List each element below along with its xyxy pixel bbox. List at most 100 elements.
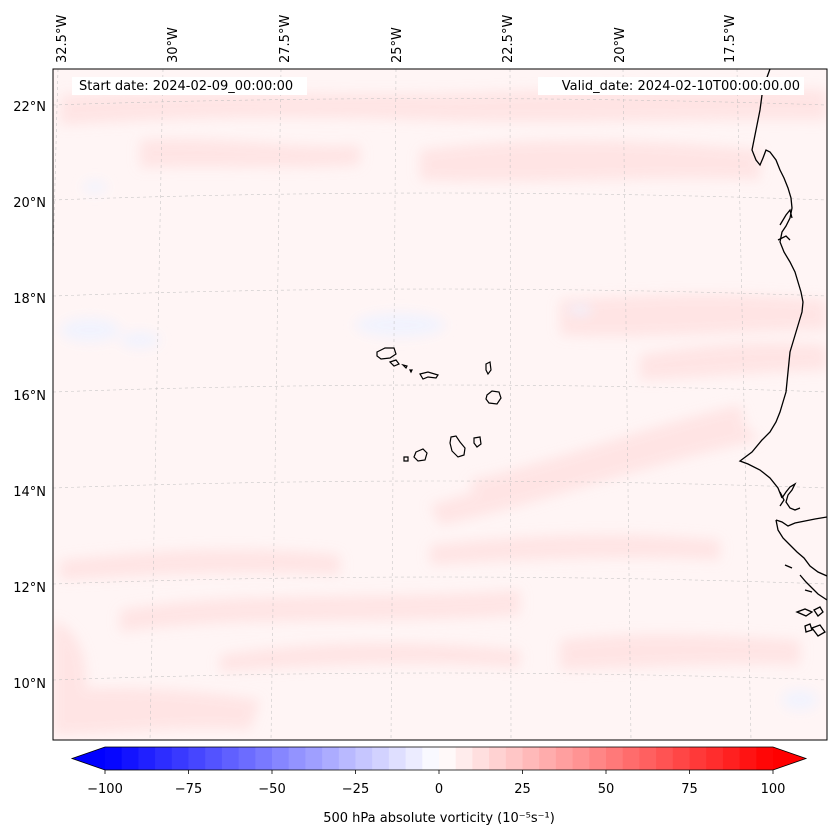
- island-brava: [403, 456, 409, 462]
- graticule-lines: [53, 69, 827, 740]
- colorbar-tick-label: −100: [87, 782, 123, 797]
- colorbar-segment: [105, 747, 123, 770]
- colorbar-segment: [322, 747, 340, 770]
- colorbar-segment: [722, 747, 740, 770]
- colorbar-segment: [756, 747, 774, 770]
- colorbar-segment: [672, 747, 690, 770]
- island-boa-vista: [485, 390, 502, 405]
- lat-label-20n: 20°N: [13, 196, 46, 211]
- vorticity-band: [560, 294, 827, 337]
- negative-vorticity-patches: [60, 181, 818, 710]
- vorticity-band: [220, 643, 520, 672]
- lon-label-20w: 20°W: [613, 27, 628, 63]
- colorbar-segment: [305, 747, 323, 770]
- parallel-14n: [53, 480, 827, 489]
- colorbar-segment: [272, 747, 290, 770]
- colorbar-segment: [188, 747, 206, 770]
- vorticity-band: [60, 86, 827, 125]
- parallel-20n: [53, 192, 827, 201]
- colorbar-segment: [455, 747, 473, 770]
- parallel-16n: [53, 384, 827, 393]
- coastline-islet-3: [804, 589, 813, 593]
- colorbar-segment: [572, 747, 590, 770]
- lon-label-22-5w: 22.5°W: [501, 15, 516, 63]
- islet: [409, 369, 413, 374]
- colorbar-segments: [105, 747, 774, 770]
- vorticity-band: [640, 343, 827, 380]
- colorbar-tick-label: 75: [681, 782, 698, 797]
- colorbar-tick-label: 50: [598, 782, 615, 797]
- positive-vorticity-bands: [53, 86, 827, 735]
- colorbar-segment: [138, 747, 156, 770]
- colorbar-segment: [739, 747, 757, 770]
- vorticity-band: [430, 420, 760, 525]
- vorticity-band: [470, 405, 745, 495]
- parallel-10n: [53, 672, 827, 681]
- coastline-bissagos: [775, 519, 827, 577]
- parallel-22n: [53, 98, 827, 106]
- island-sao-vicente: [388, 359, 400, 367]
- colorbar-tick-label: −25: [342, 782, 369, 797]
- colorbar-extend-min-arrow: [72, 747, 105, 770]
- valid-date-label: Valid_date: 2024-02-10T00:00:00.00: [562, 79, 800, 94]
- island-sao-nicolau: [419, 371, 439, 380]
- colorbar-segment: [205, 747, 223, 770]
- latitude-labels: 22°N 20°N 18°N 16°N 14°N 12°N 10°N: [13, 100, 46, 692]
- vorticity-patch: [120, 332, 160, 348]
- island-bissagos-4: [810, 624, 826, 637]
- parallel-12n: [53, 576, 827, 585]
- colorbar-segment: [338, 747, 356, 770]
- islet-santa-luzia: [401, 363, 408, 370]
- colorbar-segment: [388, 747, 406, 770]
- map-panel: Start date: 2024-02-09_00:00:00 Valid_da…: [13, 15, 828, 741]
- colorbar-segment: [622, 747, 640, 770]
- colorbar-tick-label: 25: [514, 782, 531, 797]
- colorbar-ticks: −100 −75 −50 −25 0 25 50 75 100: [87, 770, 785, 797]
- colorbar-tick-label: −75: [175, 782, 202, 797]
- vorticity-band: [60, 549, 340, 580]
- colorbar-segment: [472, 747, 490, 770]
- colorbar-segment: [171, 747, 189, 770]
- meridian-32-5w: [53, 69, 59, 261]
- coastline-islet-2: [779, 208, 793, 226]
- colorbar-segment: [555, 747, 573, 770]
- colorbar-segment: [656, 747, 674, 770]
- vorticity-band: [120, 590, 520, 632]
- vorticity-patch: [60, 318, 120, 342]
- island-bissagos-1: [795, 608, 814, 617]
- colorbar-segment: [255, 747, 273, 770]
- colorbar-segment: [689, 747, 707, 770]
- coastline-gambia: [781, 482, 801, 511]
- meridian-20w: [622, 69, 632, 740]
- island-bissagos-3: [804, 623, 813, 633]
- colorbar-segment: [288, 747, 306, 770]
- colorbar-segment: [706, 747, 724, 770]
- colorbar-segment: [589, 747, 607, 770]
- vorticity-band: [53, 688, 260, 735]
- colorbar-segment: [606, 747, 624, 770]
- colorbar-tick-label: −50: [258, 782, 285, 797]
- lat-label-12n: 12°N: [13, 581, 46, 596]
- vorticity-patch: [782, 690, 818, 710]
- vorticity-patch: [568, 305, 592, 315]
- meridian-25w: [390, 69, 397, 740]
- colorbar-segment: [238, 747, 256, 770]
- longitude-labels: 32.5°W 30°W 27.5°W 25°W 22.5°W 20°W 17.5…: [55, 15, 738, 63]
- vorticity-patch: [355, 313, 445, 337]
- coastline-islet-5: [779, 491, 785, 507]
- meridian-27-5w: [270, 69, 282, 740]
- island-bissagos-2: [813, 606, 824, 617]
- coastline-islet-4: [784, 564, 793, 569]
- lat-label-10n: 10°N: [13, 677, 46, 692]
- lon-label-17-5w: 17.5°W: [723, 15, 738, 63]
- lat-label-18n: 18°N: [13, 292, 46, 307]
- colorbar-segment: [155, 747, 173, 770]
- colorbar-segment: [372, 747, 390, 770]
- colorbar-segment: [221, 747, 239, 770]
- colorbar-segment: [539, 747, 557, 770]
- meridian-30w: [149, 69, 164, 740]
- meridian-22-5w: [509, 69, 512, 740]
- island-sal: [485, 361, 492, 376]
- colorbar-segment: [522, 747, 540, 770]
